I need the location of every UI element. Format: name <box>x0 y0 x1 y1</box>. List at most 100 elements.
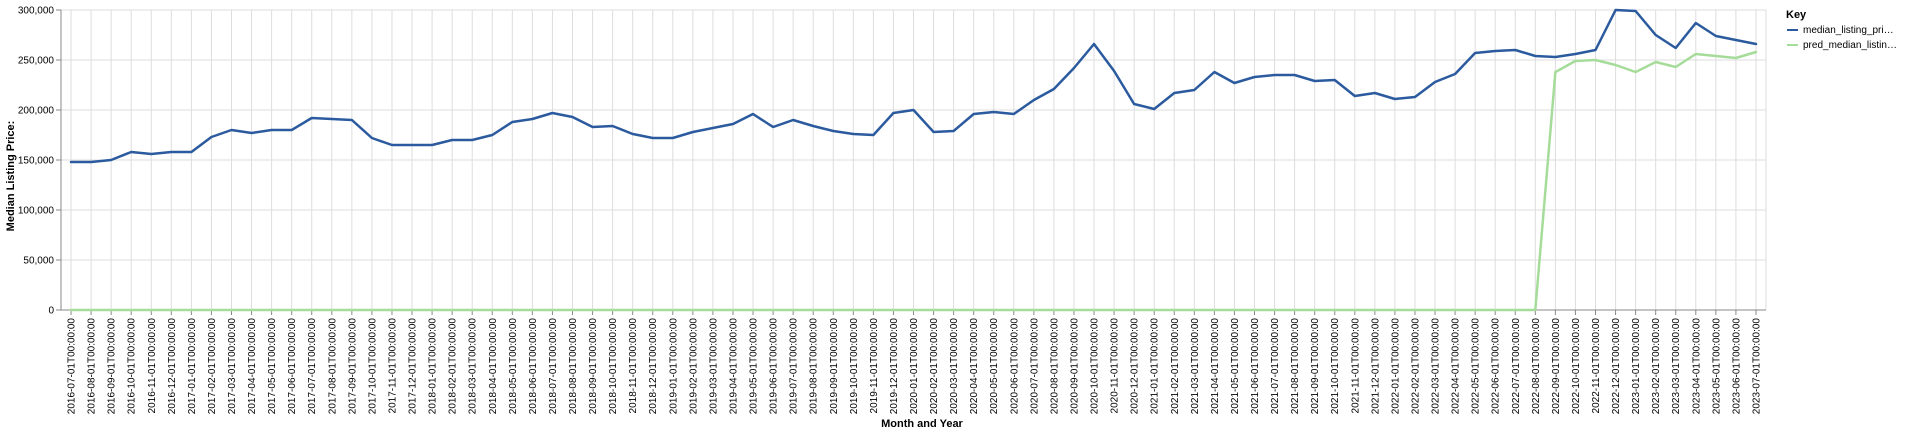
x-tick-label: 2023-01-01T00:00:00 <box>1631 318 1642 415</box>
x-tick-label: 2016-11-01T00:00:00 <box>147 318 158 414</box>
x-tick-label: 2018-03-01T00:00:00 <box>468 318 479 415</box>
x-tick-label: 2023-04-01T00:00:00 <box>1691 318 1702 415</box>
y-tick-label: 250,000 <box>18 56 55 67</box>
x-tick-label: 2020-03-01T00:00:00 <box>949 318 960 415</box>
x-tick-label: 2022-03-01T00:00:00 <box>1431 318 1442 415</box>
x-tick-label: 2023-03-01T00:00:00 <box>1671 318 1682 415</box>
x-tick-label: 2019-12-01T00:00:00 <box>889 318 900 415</box>
x-tick-label: 2018-10-01T00:00:00 <box>608 318 619 415</box>
x-tick-label: 2021-07-01T00:00:00 <box>1270 318 1281 415</box>
x-tick-label: 2017-12-01T00:00:00 <box>408 318 419 415</box>
x-tick-label: 2019-11-01T00:00:00 <box>869 318 880 414</box>
x-tick-label: 2019-07-01T00:00:00 <box>789 318 800 415</box>
x-tick-label: 2021-01-01T00:00:00 <box>1150 318 1161 415</box>
x-tick-label: 2019-04-01T00:00:00 <box>728 318 739 415</box>
x-tick-label: 2020-01-01T00:00:00 <box>909 318 920 415</box>
x-tick-label: 2022-09-01T00:00:00 <box>1551 318 1562 415</box>
x-tick-label: 2020-12-01T00:00:00 <box>1130 318 1141 415</box>
x-tick-label: 2022-07-01T00:00:00 <box>1511 318 1522 415</box>
y-axis-title: Median Listing Price: <box>5 121 17 232</box>
legend: Key median_listing_pri… pred_median_listi… <box>1786 9 1897 51</box>
x-tick-label: 2020-08-01T00:00:00 <box>1049 318 1060 415</box>
x-tick-label: 2016-09-01T00:00:00 <box>107 318 118 415</box>
x-tick-label: 2017-02-01T00:00:00 <box>207 318 218 415</box>
x-tick-label: 2021-12-01T00:00:00 <box>1370 318 1381 415</box>
x-tick-label: 2023-06-01T00:00:00 <box>1731 318 1742 415</box>
x-tick-label: 2018-09-01T00:00:00 <box>588 318 599 415</box>
x-tick-label: 2020-09-01T00:00:00 <box>1069 318 1080 415</box>
x-tick-label: 2019-06-01T00:00:00 <box>769 318 780 415</box>
x-tick-label: 2021-06-01T00:00:00 <box>1250 318 1261 415</box>
x-tick-label: 2016-08-01T00:00:00 <box>87 318 98 415</box>
x-tick-label: 2022-01-01T00:00:00 <box>1390 318 1401 415</box>
x-tick-label: 2017-11-01T00:00:00 <box>387 318 398 414</box>
x-tick-label: 2022-10-01T00:00:00 <box>1571 318 1582 415</box>
y-tick-label: 300,000 <box>18 6 55 17</box>
y-tick-label: 0 <box>48 306 54 317</box>
x-tick-label: 2022-11-01T00:00:00 <box>1591 318 1602 414</box>
x-tick-label: 2020-05-01T00:00:00 <box>989 318 1000 415</box>
x-tick-label: 2021-11-01T00:00:00 <box>1350 318 1361 414</box>
x-tick-label: 2021-05-01T00:00:00 <box>1230 318 1241 415</box>
x-tick-label: 2022-04-01T00:00:00 <box>1451 318 1462 415</box>
x-tick-label: 2020-06-01T00:00:00 <box>1009 318 1020 415</box>
x-tick-label: 2019-01-01T00:00:00 <box>668 318 679 415</box>
x-tick-label: 2018-07-01T00:00:00 <box>548 318 559 415</box>
x-tick-label: 2017-10-01T00:00:00 <box>367 318 378 415</box>
x-tick-label: 2021-03-01T00:00:00 <box>1190 318 1201 415</box>
x-tick-label: 2021-04-01T00:00:00 <box>1210 318 1221 415</box>
series-line <box>69 50 1758 312</box>
x-tick-label: 2018-06-01T00:00:00 <box>528 318 539 415</box>
x-tick-label: 2019-09-01T00:00:00 <box>829 318 840 415</box>
x-tick-label: 2017-03-01T00:00:00 <box>227 318 238 415</box>
x-tick-label: 2018-12-01T00:00:00 <box>648 318 659 415</box>
x-tick-label: 2023-07-01T00:00:00 <box>1751 318 1762 415</box>
x-tick-label: 2018-05-01T00:00:00 <box>508 318 519 415</box>
x-tick-label: 2021-08-01T00:00:00 <box>1290 318 1301 415</box>
x-tick-label: 2020-07-01T00:00:00 <box>1029 318 1040 415</box>
x-tick-label: 2018-11-01T00:00:00 <box>628 318 639 414</box>
x-tick-label: 2016-12-01T00:00:00 <box>167 318 178 415</box>
x-tick-label: 2017-09-01T00:00:00 <box>347 318 358 415</box>
x-tick-label: 2022-05-01T00:00:00 <box>1471 318 1482 415</box>
x-tick-label: 2022-02-01T00:00:00 <box>1410 318 1421 415</box>
x-tick-label: 2016-10-01T00:00:00 <box>127 318 138 415</box>
gridlines <box>61 9 1767 311</box>
x-tick-label: 2020-10-01T00:00:00 <box>1090 318 1101 415</box>
x-tick-label: 2019-05-01T00:00:00 <box>749 318 760 415</box>
x-tick-label: 2022-08-01T00:00:00 <box>1531 318 1542 415</box>
x-tick-label: 2022-12-01T00:00:00 <box>1611 318 1622 415</box>
x-axis-title: Month and Year <box>881 418 963 430</box>
series-line <box>69 8 1758 164</box>
axes: 0 50,000 100,000 150,000 200,000 250,000 300,0… <box>18 6 1766 415</box>
y-tick-label: 150,000 <box>18 156 55 167</box>
legend-title: Key <box>1786 9 1807 21</box>
x-tick-label: 2023-05-01T00:00:00 <box>1711 318 1722 415</box>
x-tick-label: 2018-01-01T00:00:00 <box>428 318 439 415</box>
x-tick-label: 2019-03-01T00:00:00 <box>708 318 719 415</box>
x-tick-label: 2017-05-01T00:00:00 <box>267 318 278 415</box>
x-tick-label: 2016-07-01T00:00:00 <box>67 318 78 415</box>
x-tick-label: 2018-02-01T00:00:00 <box>448 318 459 415</box>
y-tick-label: 100,000 <box>18 206 55 217</box>
y-tick-label: 200,000 <box>18 106 55 117</box>
x-tick-label: 2021-10-01T00:00:00 <box>1330 318 1341 415</box>
x-tick-label: 2018-04-01T00:00:00 <box>488 318 499 415</box>
legend-label: median_listing_pri… <box>1803 25 1894 36</box>
x-tick-label: 2019-10-01T00:00:00 <box>849 318 860 415</box>
x-tick-label: 2021-02-01T00:00:00 <box>1170 318 1181 415</box>
x-tick-label: 2020-11-01T00:00:00 <box>1110 318 1121 414</box>
x-tick-label: 2022-06-01T00:00:00 <box>1491 318 1502 415</box>
x-tick-label: 2020-02-01T00:00:00 <box>929 318 940 415</box>
x-tick-label: 2017-04-01T00:00:00 <box>247 318 258 415</box>
x-tick-label: 2023-02-01T00:00:00 <box>1651 318 1662 415</box>
x-tick-label: 2017-01-01T00:00:00 <box>187 318 198 415</box>
x-tick-label: 2021-09-01T00:00:00 <box>1310 318 1321 415</box>
x-tick-label: 2019-08-01T00:00:00 <box>809 318 820 415</box>
x-tick-label: 2017-08-01T00:00:00 <box>327 318 338 415</box>
x-tick-label: 2020-04-01T00:00:00 <box>969 318 980 415</box>
x-tick-label: 2019-02-01T00:00:00 <box>688 318 699 415</box>
x-tick-label: 2017-06-01T00:00:00 <box>287 318 298 415</box>
y-tick-label: 50,000 <box>23 256 54 267</box>
